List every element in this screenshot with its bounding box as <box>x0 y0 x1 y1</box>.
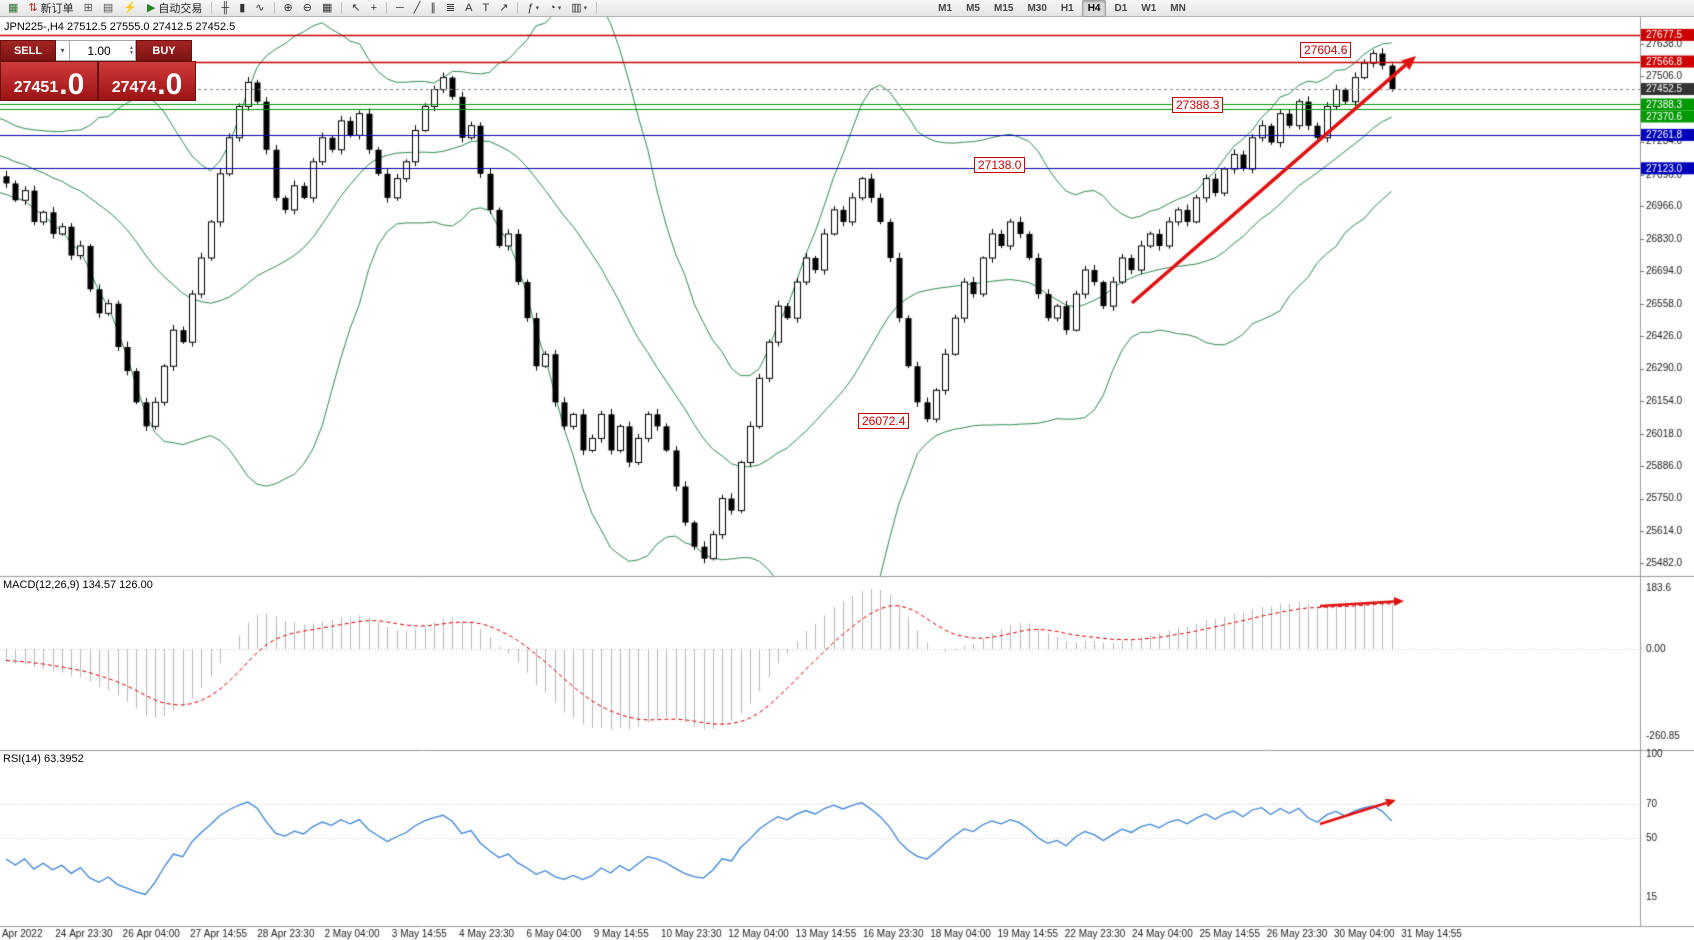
arrow-object-icon: ↗ <box>499 1 509 14</box>
price-callout[interactable]: 27138.0 <box>974 157 1026 173</box>
price-callout[interactable]: 27604.6 <box>1300 42 1352 58</box>
timeframe-m1[interactable]: M1 <box>938 2 953 14</box>
zoom-in-button[interactable]: ⊕ <box>280 0 297 17</box>
autotrading-icon: ▶ <box>146 1 156 14</box>
crosshair-button[interactable]: + <box>367 0 381 17</box>
rsi-indicator-label: RSI(14) 63.3952 <box>3 753 84 765</box>
bar-chart-icon: ╫ <box>221 1 230 14</box>
toolbar-separator <box>596 2 598 14</box>
toolbar-separator <box>273 2 275 14</box>
toolbar-separator <box>341 2 343 14</box>
toolbar-separator <box>517 2 519 14</box>
chart-windows-icon: ⊞ <box>83 1 93 14</box>
zoom-in-icon: ⊕ <box>283 1 293 14</box>
volume-value: 1.00 <box>87 43 111 58</box>
periods-icon: ◔ <box>549 1 556 14</box>
tile-windows-icon: ▦ <box>321 1 333 14</box>
equidistant-channel-button[interactable]: ∥ <box>426 0 440 17</box>
cursor-button[interactable]: ↖ <box>347 0 364 17</box>
indicators-icon: ƒ <box>527 1 534 14</box>
sell-price-display[interactable]: 27451 .0 <box>0 61 98 101</box>
bar-chart-button[interactable]: ╫ <box>217 0 233 17</box>
buy-price-pip: .0 <box>157 67 183 101</box>
timeframe-m15[interactable]: M15 <box>993 2 1014 14</box>
templates-button[interactable]: ▥ ▾ <box>567 0 591 17</box>
text-button[interactable]: A <box>461 0 476 17</box>
sell-button[interactable]: SELL <box>0 40 56 61</box>
trendline-button[interactable]: ╱ <box>410 0 425 17</box>
buy-price-main: 27474 <box>111 79 157 97</box>
templates-icon: ▥ <box>571 1 582 14</box>
cursor-icon: ↖ <box>351 1 361 14</box>
profiles-button[interactable]: ▤ <box>99 0 117 17</box>
timeframe-toolbar: M1 M5 M15 M30 H1 H4 D1 W1 MN <box>931 0 1193 17</box>
macd-indicator-label: MACD(12,26,9) 134.57 126.00 <box>3 579 153 591</box>
volume-stepper[interactable]: ▴ ▾ <box>128 44 135 56</box>
chevron-down-icon: ▾ <box>60 46 65 55</box>
timeframe-d1[interactable]: D1 <box>1114 2 1128 14</box>
periods-button[interactable]: ◔ ▾ <box>545 0 565 17</box>
trade-buttons-row: SELL ▾ 1.00 ▴ ▾ BUY <box>0 40 196 61</box>
toolbar-separator <box>386 2 387 14</box>
horizontal-line-icon: ─ <box>396 1 404 14</box>
experts-icon: ⚡ <box>123 1 137 14</box>
spin-up-icon: ▴ <box>129 44 133 51</box>
crosshair-icon: + <box>370 1 377 14</box>
buy-button[interactable]: BUY <box>136 40 192 61</box>
chart-windows-button[interactable]: ⊞ <box>80 0 97 17</box>
one-click-trading-panel: SELL ▾ 1.00 ▴ ▾ BUY 27451 .0 27474 .0 <box>0 40 196 101</box>
price-callout[interactable]: 27388.3 <box>1172 97 1224 113</box>
buy-price-display[interactable]: 27474 .0 <box>98 61 196 101</box>
timeframe-h1[interactable]: H1 <box>1060 2 1074 14</box>
zoom-out-icon: ⊖ <box>302 1 312 14</box>
chevron-down-icon: ▾ <box>557 5 562 12</box>
autotrading-button[interactable]: ▶ 自动交易 <box>143 0 206 17</box>
timeframe-mn[interactable]: MN <box>1170 2 1186 14</box>
volume-input[interactable]: 1.00 ▴ ▾ <box>70 40 136 61</box>
new-chart-icon: ▦ <box>8 1 19 14</box>
equidistant-channel-icon: ∥ <box>430 1 436 14</box>
chart-ohlc-header: JPN225-,H4 27512.5 27555.0 27412.5 27452… <box>4 21 236 33</box>
sell-price-pip: .0 <box>59 67 85 101</box>
new-order-label: 新订单 <box>40 3 74 15</box>
tile-windows-button[interactable]: ▦ <box>318 0 336 17</box>
timeframe-m5[interactable]: M5 <box>966 2 980 14</box>
volume-dropdown[interactable]: ▾ <box>56 40 70 61</box>
arrow-object-button[interactable]: ↗ <box>495 0 512 17</box>
new-chart-button[interactable]: ▦ <box>4 0 22 17</box>
timeframe-w1[interactable]: W1 <box>1141 2 1157 14</box>
chevron-down-icon: ▾ <box>583 5 588 12</box>
fibonacci-button[interactable]: ≣ <box>442 0 459 17</box>
experts-button[interactable]: ⚡ <box>119 0 141 17</box>
fibonacci-icon: ≣ <box>445 1 456 14</box>
toolbar: ▦ ⇅ 新订单 ⊞ ▤ ⚡ ▶ 自动交易 ╫ ▮ ∿ ⊕ ⊖ ▦ ↖ + ─ ╱ ∥ ≣ A T ↗ ƒ ▾ ◔ ▾ ▥ ▾ M1 M5 M1… <box>0 0 1694 17</box>
price-callout[interactable]: 26072.4 <box>858 413 910 429</box>
timeframe-h4[interactable]: H4 <box>1081 0 1107 17</box>
candle-chart-icon: ▮ <box>239 1 246 14</box>
line-chart-button[interactable]: ∿ <box>251 0 268 17</box>
text-label-button[interactable]: T <box>478 0 493 17</box>
autotrading-label: 自动交易 <box>158 3 203 15</box>
candle-chart-button[interactable]: ▮ <box>235 0 249 17</box>
text-icon: A <box>465 1 473 14</box>
trendline-icon: ╱ <box>413 1 421 14</box>
new-order-icon: ⇅ <box>28 1 38 14</box>
profiles-icon: ▤ <box>102 1 114 14</box>
sell-price-main: 27451 <box>13 79 59 97</box>
line-chart-icon: ∿ <box>255 1 265 14</box>
indicators-button[interactable]: ƒ ▾ <box>523 0 543 17</box>
timeframe-m30[interactable]: M30 <box>1027 2 1047 14</box>
text-label-icon: T <box>482 1 490 14</box>
toolbar-separator <box>211 2 213 14</box>
zoom-out-button[interactable]: ⊖ <box>299 0 316 17</box>
new-order-button[interactable]: ⇅ 新订单 <box>24 0 77 17</box>
trade-prices-row: 27451 .0 27474 .0 <box>0 61 196 101</box>
chevron-down-icon: ▾ <box>535 5 540 12</box>
horizontal-line-button[interactable]: ─ <box>392 0 408 17</box>
spin-down-icon: ▾ <box>129 49 133 56</box>
